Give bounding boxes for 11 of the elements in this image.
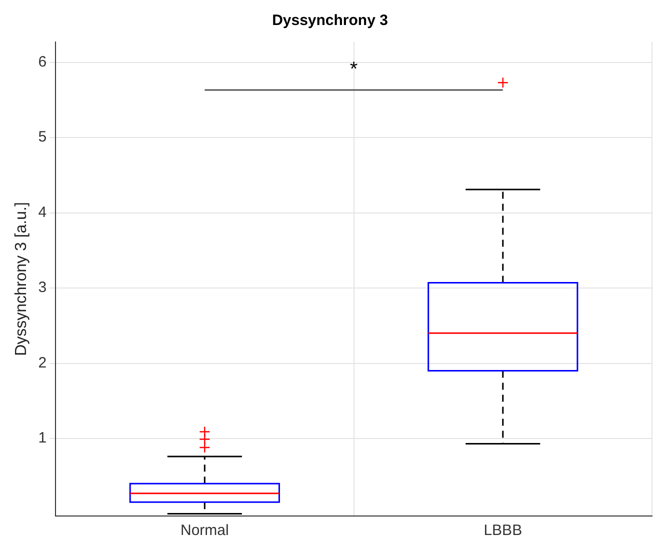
x-tick-label: Normal bbox=[180, 522, 229, 540]
annotation: * bbox=[350, 58, 358, 81]
y-tick-label: 2 bbox=[38, 354, 47, 372]
x-tick-label: LBBB bbox=[484, 522, 522, 540]
y-tick-label: 5 bbox=[38, 128, 47, 146]
y-tick-label: 4 bbox=[38, 204, 47, 221]
y-tick-label: 6 bbox=[38, 53, 47, 70]
chart-title: Dyssynchrony 3 bbox=[272, 12, 388, 30]
y-tick-label: 1 bbox=[38, 430, 47, 447]
y-axis-title: Dyssynchrony 3 [a.u.] bbox=[13, 202, 30, 356]
y-tick-label: 3 bbox=[38, 279, 47, 296]
